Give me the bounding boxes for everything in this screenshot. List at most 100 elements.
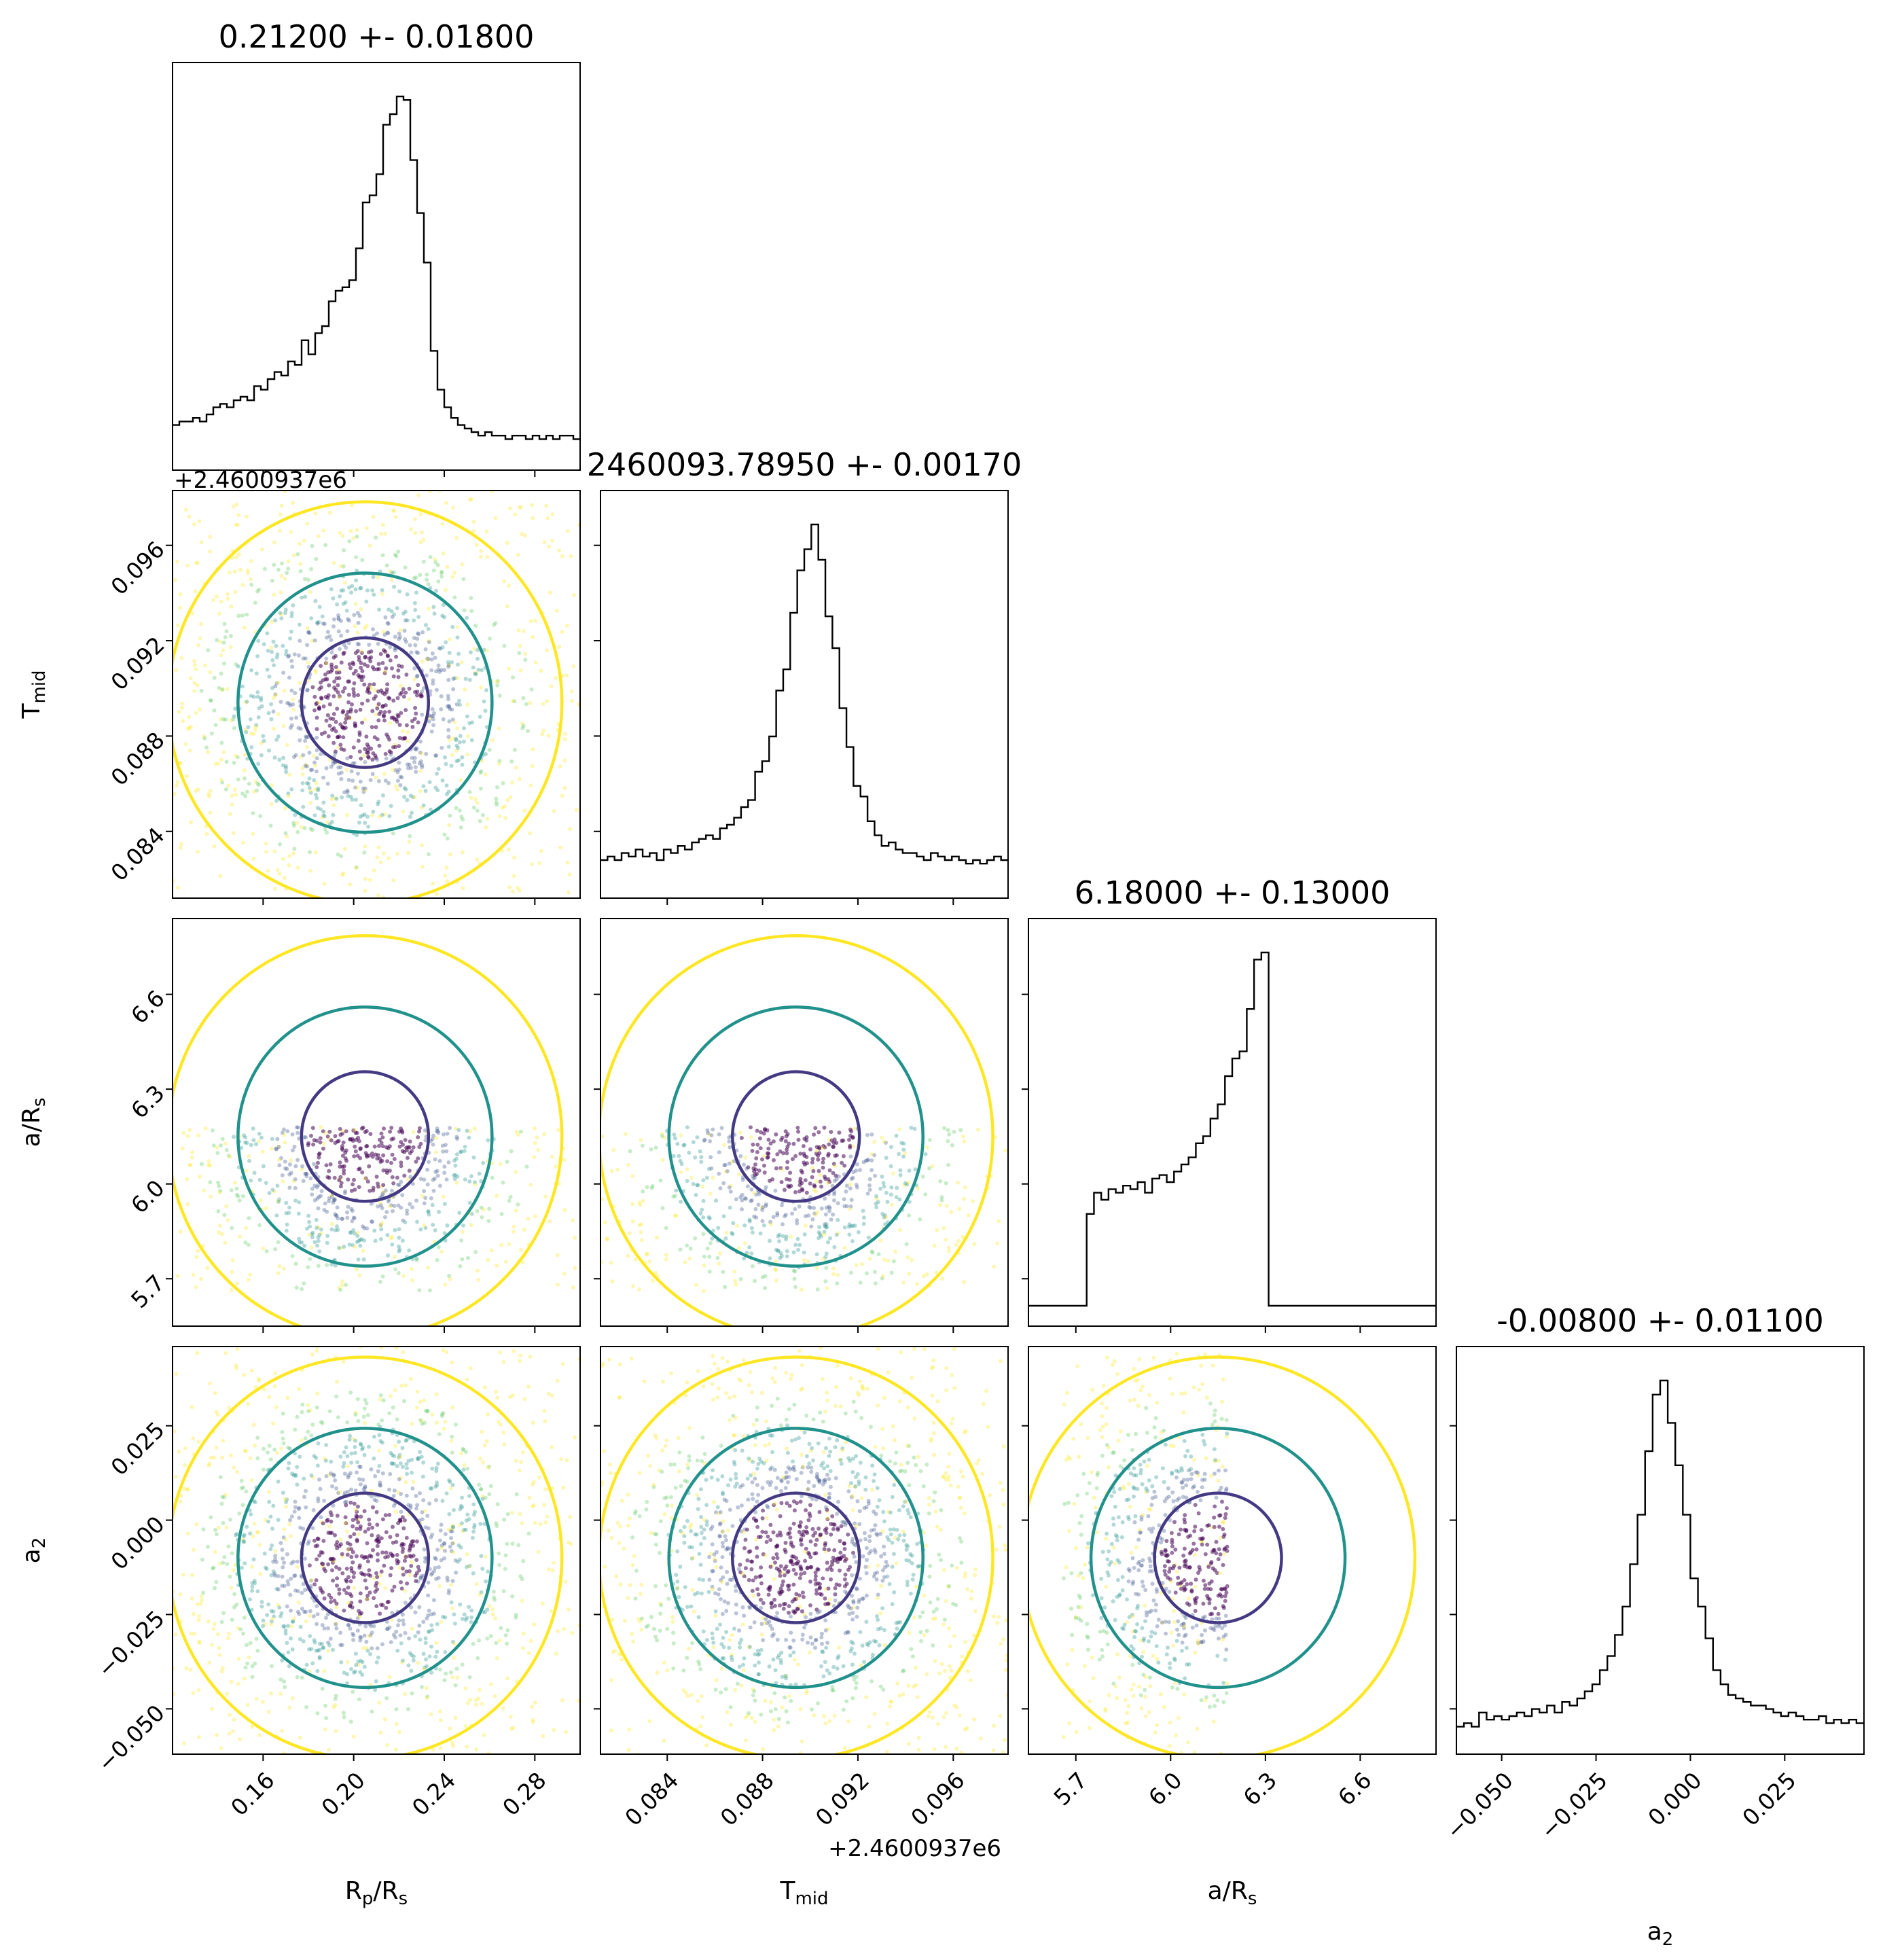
scatter-point <box>358 1591 363 1596</box>
scatter-point <box>702 1137 707 1142</box>
scatter-point <box>304 1619 308 1624</box>
scatter-point <box>526 1385 531 1389</box>
scatter-point <box>196 1133 200 1138</box>
scatter-point <box>823 1618 828 1623</box>
scatter-point <box>316 1206 321 1211</box>
scatter-point <box>276 1603 281 1607</box>
scatter-point <box>502 579 507 584</box>
scatter-point <box>271 709 276 714</box>
scatter-point <box>321 1129 325 1134</box>
scatter-point <box>920 1174 925 1179</box>
scatter-point <box>323 1130 328 1135</box>
scatter-point <box>608 1471 613 1476</box>
scatter-point <box>842 1163 847 1168</box>
scatter-point <box>221 750 226 755</box>
scatter-point <box>519 1459 524 1464</box>
scatter-point <box>821 1156 826 1161</box>
scatter-point <box>231 1568 236 1573</box>
scatter-point <box>234 502 239 507</box>
scatter-point <box>445 565 450 569</box>
scatter-point <box>271 639 276 644</box>
scatter-point <box>376 702 381 707</box>
scatter-point <box>295 1609 300 1614</box>
scatter-point <box>454 759 459 764</box>
scatter-point <box>435 1126 440 1131</box>
scatter-point <box>528 831 533 836</box>
scatter-point <box>450 1579 455 1583</box>
scatter-point <box>709 1166 714 1171</box>
scatter-point <box>307 1232 312 1237</box>
scatter-point <box>328 1637 333 1641</box>
scatter-point <box>849 1177 854 1181</box>
scatter-point <box>574 808 579 813</box>
scatter-point <box>422 1667 427 1671</box>
scatter-point <box>327 1175 331 1180</box>
scatter-point <box>475 800 480 805</box>
scatter-point <box>880 1568 885 1573</box>
scatter-point <box>351 1243 355 1247</box>
scatter-point <box>365 588 370 593</box>
scatter-point <box>266 1602 271 1607</box>
scatter-point <box>307 631 312 635</box>
scatter-point <box>324 718 329 723</box>
scatter-point <box>415 1503 420 1508</box>
scatter-point <box>395 696 400 700</box>
scatter-point <box>290 1253 295 1258</box>
scatter-point <box>702 1139 706 1143</box>
scatter-point <box>293 813 298 817</box>
scatter-point <box>821 1143 826 1148</box>
scatter-point <box>403 1692 408 1696</box>
scatter-point <box>234 555 238 560</box>
scatter-point <box>701 1178 706 1183</box>
scatter-point <box>497 1551 501 1556</box>
scatter-point <box>415 1219 419 1224</box>
scatter-point <box>397 1455 401 1460</box>
scatter-point <box>444 792 449 796</box>
scatter-point <box>378 1582 382 1586</box>
scatter-point <box>541 702 545 707</box>
scatter-point <box>300 1410 304 1414</box>
scatter-point <box>802 1232 807 1236</box>
scatter-point <box>331 1503 336 1508</box>
scatter-point <box>450 1527 454 1531</box>
scatter-point <box>359 678 364 683</box>
scatter-point <box>435 1173 440 1178</box>
scatter-point <box>433 1556 437 1560</box>
scatter-point <box>317 687 322 692</box>
scatter-point <box>175 780 180 785</box>
scatter-point <box>317 1641 322 1646</box>
scatter-point <box>286 567 291 571</box>
scatter-point <box>280 1173 285 1177</box>
scatter-point <box>622 1546 626 1551</box>
scatter-point <box>423 1196 428 1200</box>
scatter-point <box>226 1636 230 1641</box>
scatter-point <box>535 1135 539 1140</box>
scatter-point <box>818 1173 823 1177</box>
scatter-point <box>775 1655 780 1660</box>
scatter-point <box>505 1628 510 1633</box>
scatter-point <box>711 1228 715 1233</box>
scatter-point <box>383 1513 388 1518</box>
scatter-point <box>809 1224 814 1229</box>
scatter-point <box>869 1549 873 1554</box>
scatter-point <box>495 785 499 789</box>
scatter-point <box>461 1467 466 1472</box>
scatter-point <box>654 1436 659 1440</box>
scatter-point <box>737 1172 742 1177</box>
scatter-point <box>413 1634 418 1639</box>
scatter-point <box>343 1189 348 1194</box>
scatter-point <box>760 1157 764 1162</box>
scatter-point <box>392 1204 397 1208</box>
scatter-point <box>298 1240 302 1245</box>
scatter-point <box>434 1577 439 1581</box>
scatter-point <box>685 1179 689 1183</box>
scatter-point <box>897 1469 902 1474</box>
scatter-point <box>327 1473 331 1478</box>
scatter-point <box>934 1270 939 1275</box>
scatter-point <box>352 1501 357 1506</box>
scatter-point <box>408 1505 413 1510</box>
scatter-point <box>510 780 514 785</box>
scatter-point <box>195 561 200 565</box>
scatter-point <box>284 1500 288 1505</box>
scatter-point <box>252 1171 257 1175</box>
